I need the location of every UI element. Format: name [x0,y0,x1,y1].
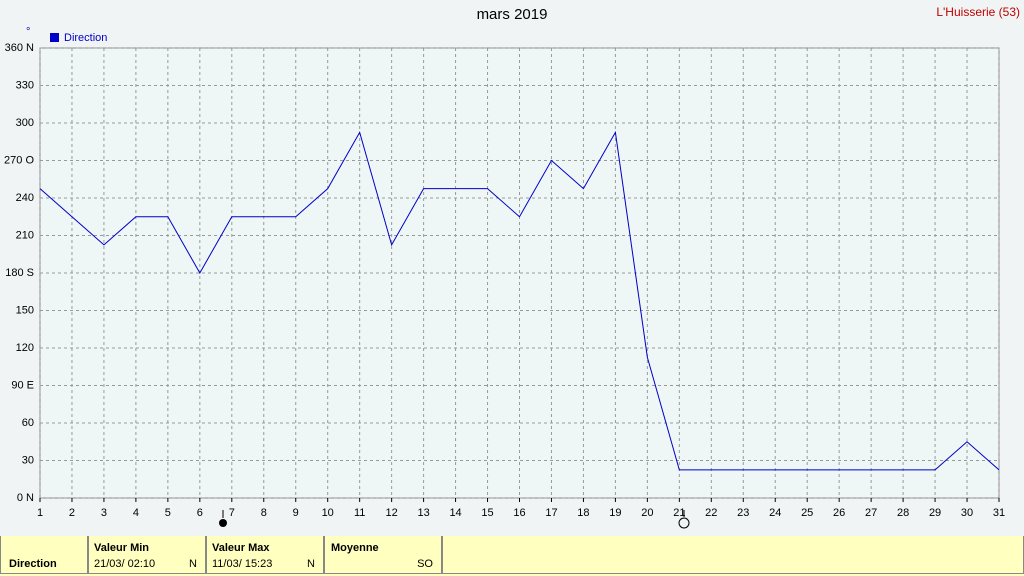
y-tick-label: 270 O [4,154,34,166]
x-tick-label: 19 [609,507,621,519]
y-tick-label: 120 [16,342,34,354]
x-tick-label: 7 [229,507,235,519]
y-tick-label: 360 N [5,42,34,54]
marker-icon [219,519,227,527]
y-tick-label: 300 [16,117,34,129]
x-tick-label: 26 [833,507,845,519]
location: L'Huisserie (53) [936,5,1020,19]
y-tick-label: 240 [16,192,34,204]
summary: Direction Valeur Min 21/03/ 02:10 N Vale… [0,536,1024,576]
row-label: Direction [9,558,57,570]
x-tick-label: 25 [801,507,813,519]
x-tick-label: 3 [101,507,107,519]
x-tick-label: 28 [897,507,909,519]
x-tick-label: 17 [545,507,557,519]
x-tick-label: 9 [293,507,299,519]
x-tick-label: 14 [449,507,461,519]
x-tick-label: 24 [769,507,781,519]
y-tick-label: 180 S [5,267,34,279]
x-tick-label: 30 [961,507,973,519]
x-tick-label: 22 [705,507,717,519]
x-tick-label: 16 [513,507,525,519]
mean-dir: SO [417,558,433,570]
data-line [39,130,1000,471]
x-tick-label: 2 [69,507,75,519]
y-tick-label: 330 [16,79,34,91]
x-tick-label: 27 [865,507,877,519]
chart-title: mars 2019 [477,6,548,23]
x-tick-label: 5 [165,507,171,519]
y-tick-label: 60 [22,417,34,429]
x-tick-label: 31 [993,507,1005,519]
legend-swatch [50,33,59,42]
marker-icon [678,517,690,529]
min-dir: N [189,558,197,570]
min-header: Valeur Min [94,542,150,554]
mean-cell: Moyenne SO [324,536,442,574]
y-tick-label: 150 [16,304,34,316]
max-cell: Valeur Max 11/03/ 15:23 N [206,536,324,574]
chart: mars 2019 L'Huisserie (53) ° Direction 0… [4,5,1020,529]
x-tick-label: 23 [737,507,749,519]
y-tick-label: 90 E [11,379,34,391]
y-tick-label: 0 N [17,492,34,504]
x-tick-label: 21 [673,507,685,519]
x-tick-label: 1 [37,507,43,519]
max-date: 11/03/ 15:23 [212,558,273,570]
empty-cell [442,536,1024,574]
x-tick-label: 6 [197,507,203,519]
y-tick-label: 30 [22,454,34,466]
row-cell: Direction [0,536,88,574]
min-date: 21/03/ 02:10 [94,558,156,570]
x-tick-label: 18 [577,507,589,519]
x-tick-label: 29 [929,507,941,519]
mean-header: Moyenne [331,542,379,554]
min-cell: Valeur Min 21/03/ 02:10 N [88,536,206,574]
y-unit: ° [26,26,30,38]
legend-label: Direction [64,32,107,44]
x-tick-label: 13 [417,507,429,519]
max-header: Valeur Max [212,542,270,554]
x-tick-label: 4 [133,507,139,519]
y-tick-label: 210 [16,229,34,241]
x-tick-label: 15 [481,507,493,519]
max-dir: N [307,558,315,570]
x-tick-label: 20 [641,507,653,519]
x-tick-label: 8 [261,507,267,519]
x-tick-label: 11 [354,507,365,519]
x-tick-label: 10 [322,507,334,519]
x-tick-label: 12 [386,507,398,519]
